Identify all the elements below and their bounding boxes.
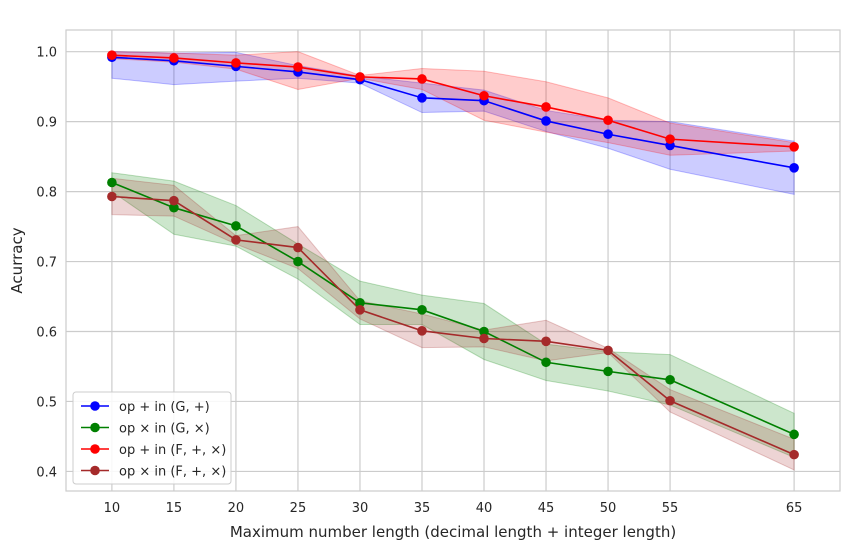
- data-point: [169, 202, 179, 213]
- x-tick-label: 30: [352, 501, 369, 516]
- x-tick-label: 10: [104, 501, 121, 516]
- x-tick-label: 45: [538, 501, 555, 516]
- data-point: [665, 395, 675, 406]
- data-point: [541, 336, 551, 347]
- data-point: [789, 163, 799, 173]
- data-point: [603, 366, 613, 377]
- data-point: [293, 256, 303, 267]
- y-tick-label: 0.6: [36, 326, 57, 341]
- data-point: [665, 134, 675, 144]
- data-point: [293, 62, 303, 72]
- x-tick-label: 65: [786, 501, 803, 516]
- data-point: [603, 129, 613, 140]
- data-point: [541, 357, 551, 368]
- data-point: [107, 177, 117, 188]
- y-tick-label: 0.9: [36, 116, 57, 131]
- legend-marker: [90, 422, 100, 433]
- y-tick-label: 0.5: [36, 395, 57, 410]
- data-point: [417, 305, 427, 315]
- data-point: [169, 195, 179, 206]
- data-point: [603, 115, 613, 126]
- legend-label: op + in (G, +): [119, 400, 210, 415]
- plot-frame: [65, 29, 841, 492]
- data-point: [355, 298, 365, 308]
- y-tick-label: 0.4: [36, 465, 57, 480]
- y-tick-label: 1.0: [36, 46, 57, 61]
- legend-label: op × in (F, +, ×): [119, 465, 226, 480]
- data-point: [789, 142, 799, 152]
- legend-box: [72, 391, 232, 485]
- data-point: [665, 374, 675, 385]
- y-tick-labels: 0.4 0.5 0.6 0.7 0.8 0.9 1.0: [36, 46, 57, 481]
- legend-marker: [90, 444, 100, 454]
- x-axis-label: Maximum number length (decimal length + …: [230, 523, 676, 541]
- x-tick-label: 25: [290, 501, 307, 516]
- x-tick-label: 35: [414, 501, 431, 516]
- data-point: [541, 102, 551, 112]
- confidence-band-3: [111, 177, 795, 471]
- x-tick-label: 50: [600, 501, 617, 516]
- x-tick-label: 20: [228, 501, 245, 516]
- data-point: [417, 326, 427, 336]
- x-tick-label: 40: [476, 501, 493, 516]
- data-point: [107, 191, 117, 202]
- series-points: [107, 50, 799, 460]
- data-point: [417, 74, 427, 84]
- y-tick-label: 0.8: [36, 186, 57, 201]
- data-point: [789, 449, 799, 460]
- data-point: [479, 333, 489, 344]
- legend: op + in (G, +) op × in (G, ×) op + in (F, …: [72, 391, 232, 485]
- confidence-band-0: [111, 51, 795, 196]
- y-tick-label: 0.7: [36, 256, 57, 271]
- data-point: [293, 242, 303, 253]
- data-point: [603, 345, 613, 356]
- data-point: [107, 50, 117, 60]
- data-point: [231, 58, 241, 68]
- legend-marker: [90, 401, 100, 411]
- y-axis-label: Acurracy: [8, 227, 26, 293]
- data-point: [789, 429, 799, 440]
- data-point: [231, 221, 241, 231]
- legend-label: op × in (G, ×): [119, 422, 210, 437]
- x-tick-label: 15: [166, 501, 183, 516]
- data-point: [355, 72, 365, 82]
- data-point: [169, 53, 179, 63]
- legend-marker: [90, 465, 100, 476]
- confidence-bands: [111, 51, 795, 471]
- x-tick-labels: 10 15 20 25 30 35 40 45 50 55 65: [104, 501, 803, 516]
- data-point: [479, 90, 489, 101]
- legend-label: op + in (F, +, ×): [119, 443, 226, 458]
- data-point: [541, 116, 551, 126]
- data-point: [231, 235, 241, 245]
- data-point: [479, 326, 489, 337]
- data-point: [355, 305, 365, 315]
- x-tick-label: 55: [662, 501, 679, 516]
- data-point: [417, 93, 427, 103]
